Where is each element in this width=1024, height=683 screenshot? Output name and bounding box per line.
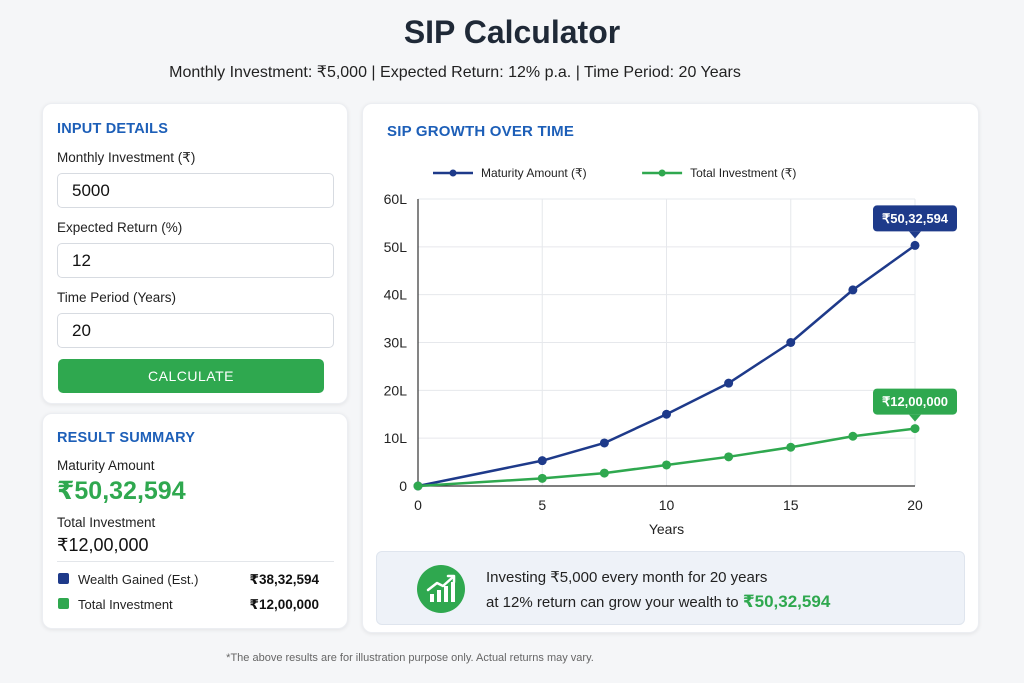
page-title: SIP Calculator [403, 14, 621, 50]
growth-chart-icon [417, 565, 465, 613]
disclaimer-footnote: *The above results are for illustration … [226, 652, 594, 664]
data-point [662, 409, 671, 419]
data-point [599, 468, 609, 478]
x-axis-label: Years [649, 521, 684, 537]
x-tick-label: 10 [659, 497, 675, 513]
maturity-amount-label: Maturity Amount [57, 458, 155, 473]
y-tick-label: 60L [384, 191, 408, 207]
callout-pointer [909, 414, 921, 422]
data-point [910, 424, 920, 434]
info-box: Investing ₹5,000 every month for 20 year… [376, 551, 965, 625]
time-period-input[interactable] [57, 313, 334, 348]
legend-label: Total Investment (₹) [690, 166, 796, 180]
input-details-heading: INPUT DETAILS [57, 121, 169, 137]
info-line-1: Investing ₹5,000 every month for 20 year… [486, 569, 768, 586]
legend-label: Maturity Amount (₹) [481, 166, 587, 180]
result-summary-heading: RESULT SUMMARY [57, 430, 196, 446]
y-tick-label: 30L [384, 335, 408, 351]
input-details-card: INPUT DETAILS Monthly Investment (₹) Exp… [42, 103, 348, 404]
series-line [417, 427, 916, 488]
info-line-2: at 12% return can grow your wealth to ₹5… [486, 592, 830, 612]
wealth-gained-label: Wealth Gained (Est.) [78, 572, 199, 587]
monthly-investment-label: Monthly Investment (₹) [57, 150, 196, 165]
y-tick-label: 40L [384, 287, 408, 303]
expected-return-input[interactable] [57, 243, 334, 278]
total-investment-value: ₹12,00,000 [57, 535, 149, 555]
y-tick-label: 50L [384, 239, 408, 255]
callout-box [873, 205, 957, 232]
chart-title: SIP GROWTH OVER TIME [387, 123, 575, 140]
data-point [599, 438, 609, 448]
sip-growth-chart: 0 10L 20L 30L 40L 50L 60L 0 5 10 15 20 Years Maturity… [384, 166, 957, 537]
y-tick-label: 20L [384, 382, 408, 398]
data-point [724, 378, 734, 388]
data-point [537, 473, 547, 483]
maturity-amount-value: ₹50,32,594 [57, 477, 186, 505]
data-point [848, 431, 858, 441]
x-tick-label: 15 [783, 497, 799, 513]
callout-pointer [909, 231, 921, 239]
x-tick-label: 0 [414, 497, 422, 513]
wealth-gained-value: ₹38,32,594 [249, 572, 319, 587]
series-line [417, 244, 916, 488]
total-investment-swatch [58, 598, 69, 609]
callout-label: ₹50,32,594 [882, 211, 949, 226]
data-point [786, 442, 796, 452]
data-point [786, 338, 796, 347]
expected-return-label: Expected Return (%) [57, 220, 183, 235]
x-tick-label: 20 [907, 497, 923, 513]
legend-marker [658, 169, 666, 177]
y-tick-label: 10L [384, 430, 408, 446]
total-investment-legend-label: Total Investment [78, 597, 173, 612]
sip-growth-chart-card: SIP GROWTH OVER TIME 0 10L 20L 30L 40L 50L 60L… [362, 103, 979, 633]
callout-box [873, 388, 957, 415]
data-point [537, 456, 547, 466]
result-summary-card: RESULT SUMMARY Maturity Amount ₹50,32,59… [42, 413, 348, 629]
total-investment-legend-value: ₹12,00,000 [249, 597, 319, 612]
calculate-button[interactable]: CALCULATE [58, 359, 324, 393]
result-divider [57, 561, 334, 562]
data-point [413, 481, 423, 491]
monthly-investment-input[interactable] [57, 173, 334, 208]
data-point [724, 452, 734, 462]
info-line-2-text: at 12% return can grow your wealth to [486, 594, 743, 611]
total-investment-label: Total Investment [57, 515, 156, 530]
time-period-label: Time Period (Years) [57, 290, 177, 305]
y-tick-label: 0 [399, 478, 407, 494]
callout-label: ₹12,00,000 [882, 394, 948, 409]
wealth-gained-swatch [58, 573, 69, 584]
data-point [910, 240, 920, 250]
data-point [662, 460, 671, 470]
x-tick-label: 5 [538, 497, 546, 513]
data-point [848, 285, 858, 295]
page-subtitle: Monthly Investment: ₹5,000 | Expected Re… [169, 64, 741, 81]
info-highlight-amount: ₹50,32,594 [742, 592, 831, 611]
legend-marker [449, 169, 457, 177]
